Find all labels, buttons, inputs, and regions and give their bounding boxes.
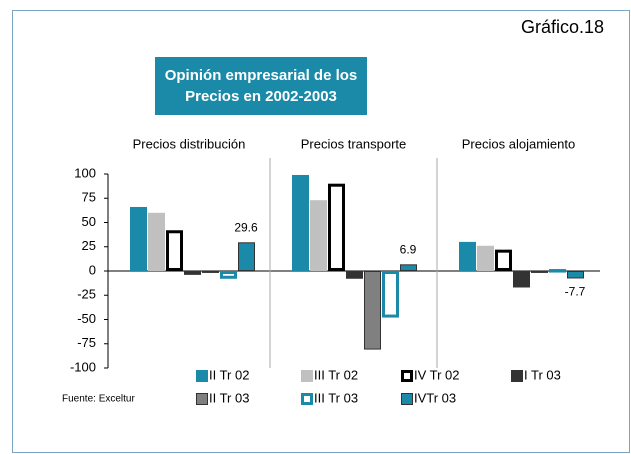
panel-label: Precios distribución	[133, 136, 246, 151]
y-tick-label: 25	[82, 238, 96, 253]
panel-label: Precios alojamiento	[462, 136, 575, 151]
data-label: 6.9	[400, 242, 417, 256]
panel-label: Precios transporte	[301, 136, 407, 151]
legend-swatch	[301, 370, 313, 382]
legend-label: II Tr 03	[209, 390, 249, 405]
bar	[292, 174, 309, 271]
bar	[495, 249, 512, 272]
bar	[184, 271, 201, 275]
frame	[12, 10, 630, 453]
bar	[166, 230, 183, 271]
y-tick-label: 0	[89, 262, 96, 277]
bar	[531, 271, 548, 273]
bar	[382, 271, 399, 318]
legend-label: IV Tr 02	[414, 367, 460, 382]
y-tick-label: 75	[82, 190, 96, 205]
legend-swatch	[401, 393, 413, 405]
bar	[148, 212, 165, 272]
bar	[202, 271, 219, 273]
bar	[238, 242, 255, 271]
figure-label: Gráfico.18	[521, 17, 604, 37]
y-tick-label: -75	[77, 335, 96, 350]
y-tick-label: 100	[74, 165, 96, 180]
legend-swatch	[196, 393, 208, 405]
legend-label: I Tr 03	[524, 367, 561, 382]
bar	[400, 264, 417, 272]
legend-swatch	[301, 393, 313, 405]
legend-label: III Tr 02	[314, 367, 358, 382]
bar	[477, 245, 494, 271]
legend-swatch	[401, 370, 413, 382]
bar	[310, 200, 327, 271]
y-tick-label: 50	[82, 214, 96, 229]
legend-swatch	[511, 370, 523, 382]
bar	[567, 271, 584, 279]
legend-label: IVTr 03	[414, 390, 456, 405]
bar	[220, 271, 237, 279]
bar	[346, 271, 363, 279]
legend-label: III Tr 03	[314, 390, 358, 405]
data-label: -7.7	[565, 285, 586, 299]
bar	[328, 183, 345, 271]
y-tick-label: -25	[77, 287, 96, 302]
bar	[459, 241, 476, 271]
bar	[513, 271, 530, 288]
legend-swatch	[196, 370, 208, 382]
data-label: 29.6	[234, 220, 258, 234]
bar	[364, 271, 381, 350]
source: Fuente: Exceltur	[62, 394, 135, 405]
y-tick-label: -50	[77, 311, 96, 326]
y-tick-label: -100	[70, 359, 96, 374]
bar	[130, 206, 147, 271]
chart-title: Opinión empresarial de los Precios en 20…	[155, 57, 367, 115]
legend-label: II Tr 02	[209, 367, 249, 382]
bar	[549, 269, 566, 273]
